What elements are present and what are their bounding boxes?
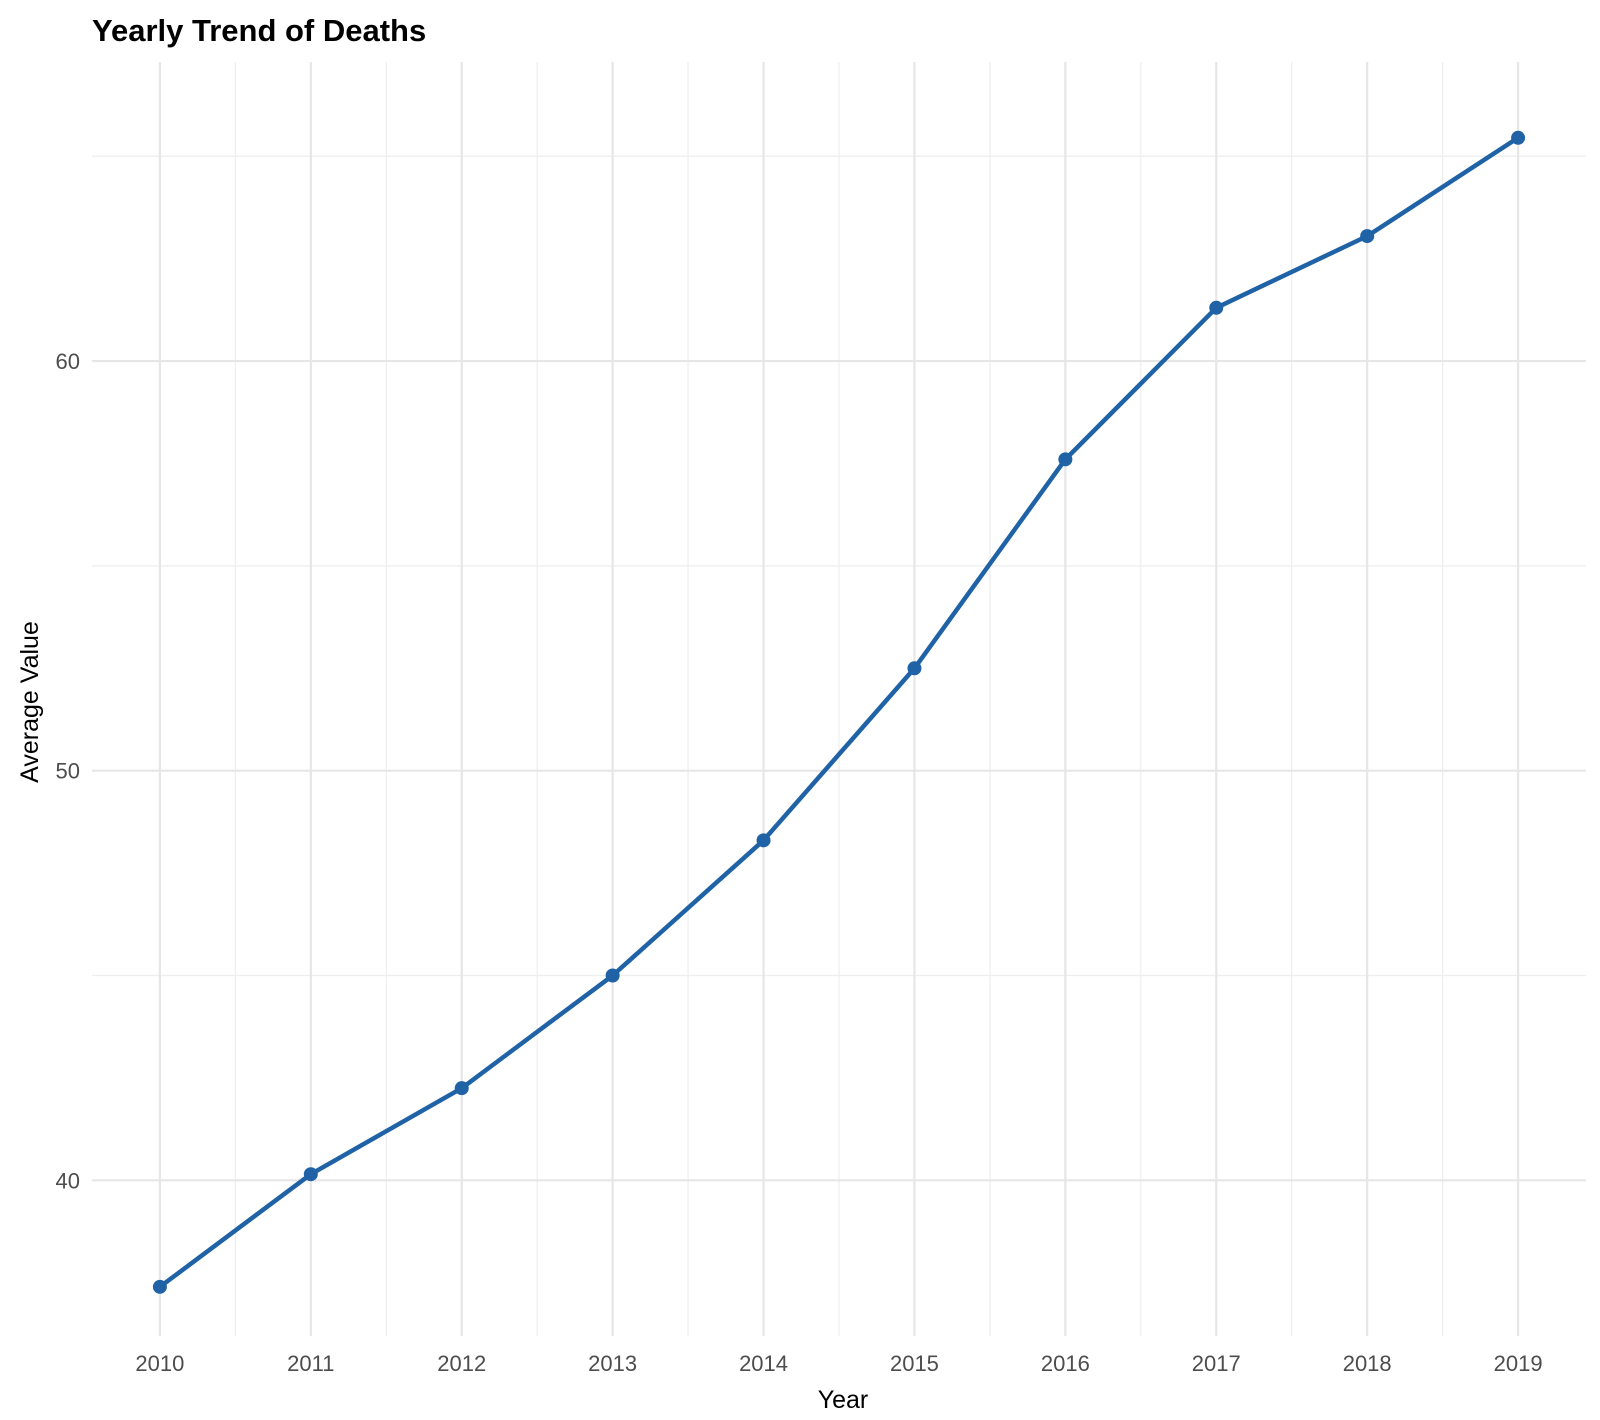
data-point [1360,229,1375,244]
data-point [454,1081,469,1096]
x-tick-label: 2018 [1343,1351,1392,1376]
x-axis-ticks: 2010 2011 2012 2013 2014 2015 2016 2017 2018 2019 [135,1351,1542,1376]
y-tick-label: 60 [56,349,80,374]
data-point [303,1167,318,1182]
x-tick-label: 2012 [437,1351,486,1376]
data-point [1209,300,1224,315]
x-tick-label: 2011 [287,1351,334,1376]
x-axis-label: Year [818,1386,869,1414]
y-tick-label: 40 [56,1168,80,1193]
y-axis-label: Average Value [16,621,44,783]
x-tick-label: 2019 [1494,1351,1543,1376]
y-tick-label: 50 [56,759,80,784]
data-point [1511,130,1526,145]
x-tick-label: 2013 [588,1351,637,1376]
chart-title: Yearly Trend of Deaths [92,13,426,48]
y-axis-ticks: 40 50 60 [56,349,80,1193]
data-point [756,833,771,848]
grid [92,62,1586,1336]
x-tick-label: 2016 [1041,1351,1090,1376]
x-tick-label: 2010 [135,1351,184,1376]
series-line [157,135,1521,1290]
x-tick-label: 2015 [890,1351,939,1376]
data-point [152,1279,167,1294]
data-point [907,661,922,676]
data-point [605,968,620,983]
x-tick-label: 2014 [739,1351,788,1376]
x-tick-label: 2017 [1192,1351,1241,1376]
series-group [152,130,1526,1294]
data-point [1058,452,1073,467]
